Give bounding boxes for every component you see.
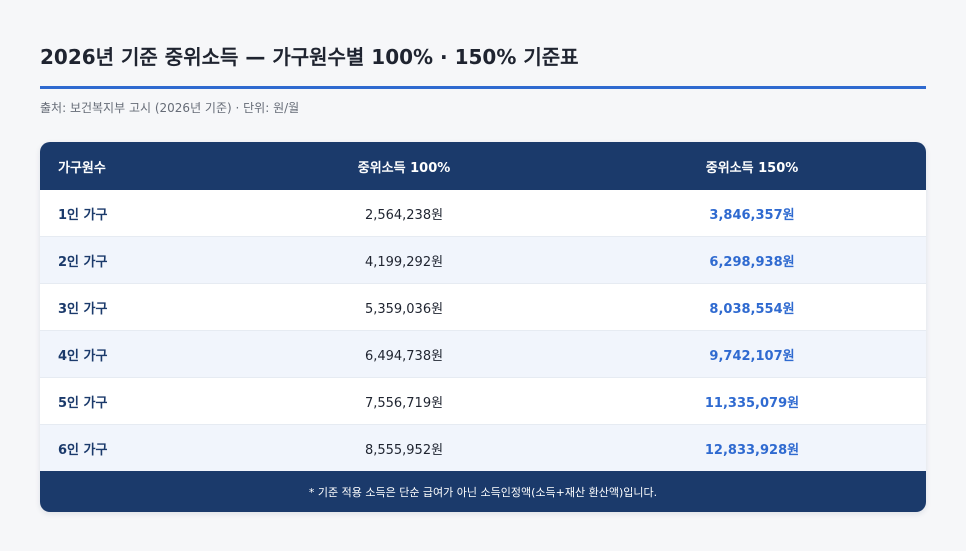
median-150-cell: 6,298,938원 [709, 254, 795, 270]
median-150-cell: 12,833,928원 [704, 442, 800, 458]
household-cell: 1인 가구 [58, 207, 108, 223]
page: 2026년 기준 중위소득 — 가구원수별 100% · 150% 기준표 출처… [40, 40, 926, 512]
source-note: 출처: 보건복지부 고시 (2026년 기준) · 단위: 원/월 [40, 101, 300, 115]
median-100-cell: 6,494,738원 [364, 348, 444, 364]
table-row: 6인 가구 8,555,952원 12,833,928원 [40, 424, 926, 471]
household-cell: 4인 가구 [58, 348, 108, 364]
median-150-cell: 3,846,357원 [709, 207, 795, 223]
median-100-cell: 4,199,292원 [364, 254, 444, 270]
median-100-cell: 7,556,719원 [364, 395, 444, 411]
median-income-table: 가구원수 중위소득 100% 중위소득 150% 1인 가구 2,564,238… [40, 142, 926, 512]
median-150-cell: 8,038,554원 [709, 301, 795, 317]
table-row: 5인 가구 7,556,719원 11,335,079원 [40, 377, 926, 424]
column-header-median-100: 중위소득 100% [357, 160, 451, 176]
median-150-cell: 11,335,079원 [704, 395, 800, 411]
median-150-cell: 9,742,107원 [709, 348, 795, 364]
table-header-row: 가구원수 중위소득 100% 중위소득 150% [40, 142, 926, 190]
table-footnote: * 기준 적용 소득은 단순 급여가 아닌 소득인정액(소득+재산 환산액)입니… [40, 471, 926, 512]
table-row: 2인 가구 4,199,292원 6,298,938원 [40, 236, 926, 283]
household-cell: 2인 가구 [58, 254, 108, 270]
table-row: 4인 가구 6,494,738원 9,742,107원 [40, 330, 926, 377]
column-header-household: 가구원수 [58, 160, 106, 176]
title-divider [40, 86, 926, 89]
median-100-cell: 2,564,238원 [364, 207, 444, 223]
table-row: 3인 가구 5,359,036원 8,038,554원 [40, 283, 926, 330]
column-header-median-150: 중위소득 150% [705, 160, 799, 176]
median-100-cell: 8,555,952원 [364, 442, 444, 458]
household-cell: 5인 가구 [58, 395, 108, 411]
table-row: 1인 가구 2,564,238원 3,846,357원 [40, 190, 926, 236]
household-cell: 6인 가구 [58, 442, 108, 458]
median-100-cell: 5,359,036원 [364, 301, 444, 317]
household-cell: 3인 가구 [58, 301, 108, 317]
table-body: 1인 가구 2,564,238원 3,846,357원 2인 가구 4,199,… [40, 190, 926, 471]
page-title: 2026년 기준 중위소득 — 가구원수별 100% · 150% 기준표 [40, 45, 579, 69]
